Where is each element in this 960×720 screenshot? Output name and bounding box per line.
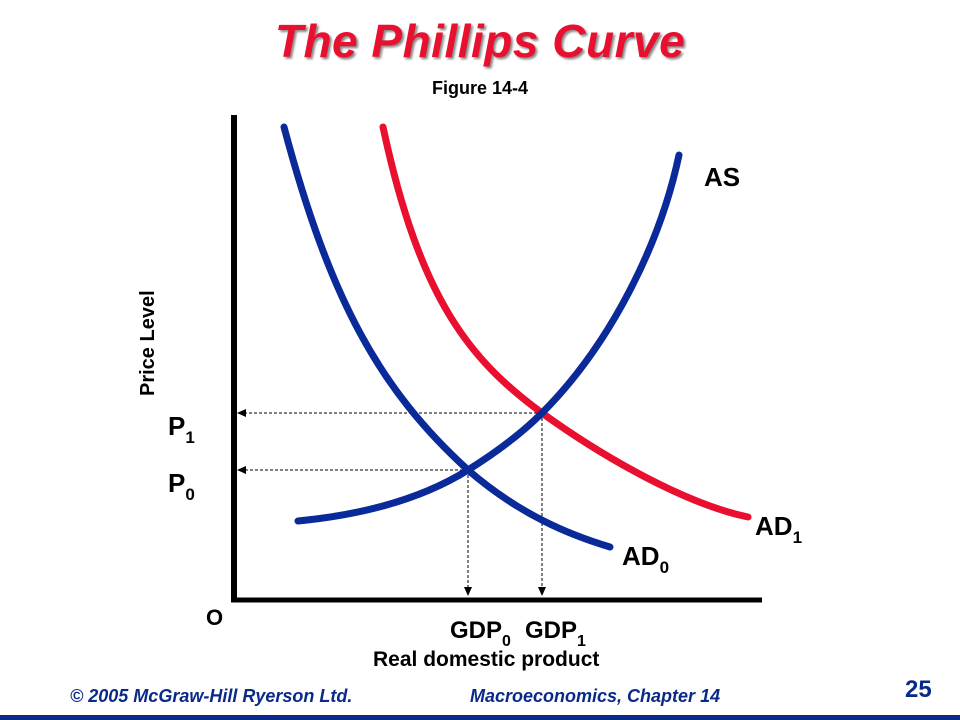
page-number: 25	[905, 676, 932, 703]
footer-chapter: Macroeconomics, Chapter 14	[470, 686, 721, 706]
p1-label: P1	[168, 411, 195, 447]
figure-caption: Figure 14-4	[431, 78, 529, 98]
ad1-label: AD1	[755, 511, 802, 547]
as-label: AS	[704, 162, 740, 192]
ad0-label: AD0	[622, 541, 669, 577]
as-curve	[294, 151, 683, 525]
y-axis-title: Price Level	[137, 290, 159, 396]
p1-arrowhead	[237, 409, 246, 417]
gdp0-arrowhead	[464, 587, 472, 596]
slide-title: The Phillips Curve	[274, 15, 686, 67]
p0-label: P0	[168, 468, 195, 504]
ad1-curve	[379, 123, 752, 521]
ad0-curve	[280, 123, 614, 551]
gdp0-label: GDP0	[450, 617, 511, 650]
gdp1-arrowhead	[538, 587, 546, 596]
footer-copyright: © 2005 McGraw-Hill Ryerson Ltd.	[70, 686, 353, 706]
x-axis-title: Real domestic product	[373, 648, 599, 671]
p0-arrowhead	[237, 466, 246, 474]
footer-divider	[0, 715, 960, 720]
origin-label: O	[206, 605, 223, 630]
gdp1-label: GDP1	[525, 617, 586, 650]
